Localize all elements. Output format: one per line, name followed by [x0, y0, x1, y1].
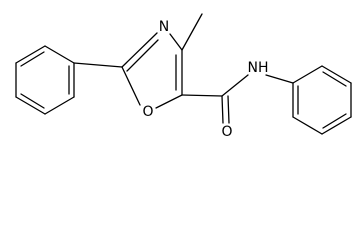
bond — [20, 93, 45, 109]
structure: N O O NH — [15, 13, 352, 140]
bond — [265, 74, 294, 84]
bond — [181, 13, 203, 51]
bond — [121, 66, 141, 106]
bond — [20, 51, 45, 67]
bond — [169, 33, 183, 51]
bond — [15, 45, 46, 64]
bond — [227, 95, 230, 124]
bond — [322, 71, 347, 87]
bond — [15, 96, 46, 115]
bond — [155, 94, 183, 109]
bond — [181, 94, 223, 97]
bond — [292, 65, 323, 84]
bond — [321, 65, 352, 84]
bond — [44, 96, 75, 115]
atom-label: O — [221, 124, 232, 140]
atom-label: N — [159, 19, 169, 35]
bond — [221, 74, 249, 97]
bonds — [15, 13, 352, 135]
bond — [121, 32, 158, 68]
atom-label: O — [142, 104, 153, 120]
page: N O O NH (() => { const data = JSON.pars… — [15, 13, 352, 140]
bond — [321, 116, 352, 135]
bond — [44, 45, 75, 64]
bond — [73, 62, 123, 68]
bond — [292, 116, 323, 135]
bond — [126, 39, 159, 72]
bond — [221, 95, 224, 124]
atom-label: NH — [248, 60, 269, 76]
bond — [322, 113, 347, 129]
